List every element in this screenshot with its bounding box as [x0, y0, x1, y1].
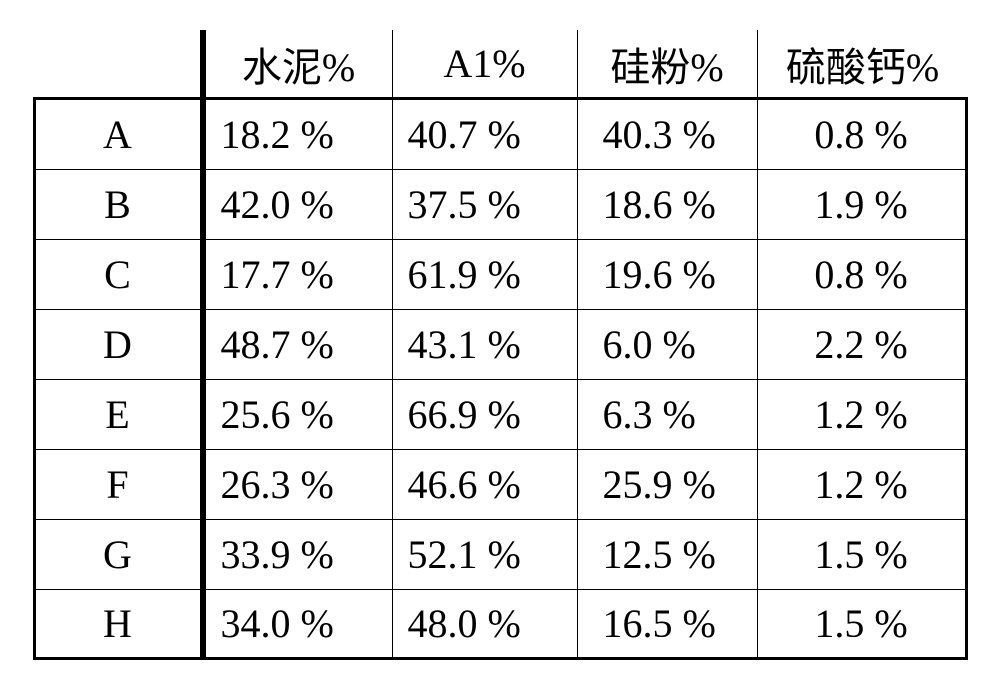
- cell-value: 18.2 %: [203, 100, 393, 170]
- row-label: E: [33, 380, 203, 450]
- cell-value: 12.5 %: [578, 520, 758, 590]
- cell-value: 19.6 %: [578, 240, 758, 310]
- cell-value: 48.0 %: [393, 590, 578, 660]
- cell-value: 0.8 %: [758, 100, 968, 170]
- cell-value: 17.7 %: [203, 240, 393, 310]
- cell-value: 26.3 %: [203, 450, 393, 520]
- cell-value: 48.7 %: [203, 310, 393, 380]
- header-col4: 硫酸钙%: [758, 30, 968, 100]
- table-row: D 48.7 % 43.1 % 6.0 % 2.2 %: [33, 310, 968, 380]
- cell-value: 18.6 %: [578, 170, 758, 240]
- cell-value: 37.5 %: [393, 170, 578, 240]
- table-row: B 42.0 % 37.5 % 18.6 % 1.9 %: [33, 170, 968, 240]
- table-row: C 17.7 % 61.9 % 19.6 % 0.8 %: [33, 240, 968, 310]
- table-row: F 26.3 % 46.6 % 25.9 % 1.2 %: [33, 450, 968, 520]
- cell-value: 40.7 %: [393, 100, 578, 170]
- cell-value: 6.3 %: [578, 380, 758, 450]
- row-label: G: [33, 520, 203, 590]
- table-header-row: 水泥% A1% 硅粉% 硫酸钙%: [33, 30, 968, 100]
- cell-value: 2.2 %: [758, 310, 968, 380]
- cell-value: 1.9 %: [758, 170, 968, 240]
- row-label: D: [33, 310, 203, 380]
- row-label: A: [33, 100, 203, 170]
- header-col3: 硅粉%: [578, 30, 758, 100]
- table-row: G 33.9 % 52.1 % 12.5 % 1.5 %: [33, 520, 968, 590]
- cell-value: 46.6 %: [393, 450, 578, 520]
- cell-value: 61.9 %: [393, 240, 578, 310]
- cell-value: 1.5 %: [758, 590, 968, 660]
- cell-value: 0.8 %: [758, 240, 968, 310]
- cell-value: 66.9 %: [393, 380, 578, 450]
- cell-value: 1.2 %: [758, 450, 968, 520]
- cell-value: 25.9 %: [578, 450, 758, 520]
- table-row: A 18.2 % 40.7 % 40.3 % 0.8 %: [33, 100, 968, 170]
- cell-value: 52.1 %: [393, 520, 578, 590]
- header-col1: 水泥%: [203, 30, 393, 100]
- header-col2: A1%: [393, 30, 578, 100]
- cell-value: 42.0 %: [203, 170, 393, 240]
- cell-value: 34.0 %: [203, 590, 393, 660]
- row-label: H: [33, 590, 203, 660]
- cell-value: 43.1 %: [393, 310, 578, 380]
- row-label: F: [33, 450, 203, 520]
- cell-value: 16.5 %: [578, 590, 758, 660]
- cell-value: 33.9 %: [203, 520, 393, 590]
- header-label-cell: [33, 30, 203, 100]
- row-label: C: [33, 240, 203, 310]
- cell-value: 6.0 %: [578, 310, 758, 380]
- cell-value: 1.2 %: [758, 380, 968, 450]
- cell-value: 1.5 %: [758, 520, 968, 590]
- table-row: H 34.0 % 48.0 % 16.5 % 1.5 %: [33, 590, 968, 660]
- cell-value: 25.6 %: [203, 380, 393, 450]
- cell-value: 40.3 %: [578, 100, 758, 170]
- row-label: B: [33, 170, 203, 240]
- table-row: E 25.6 % 66.9 % 6.3 % 1.2 %: [33, 380, 968, 450]
- data-table: 水泥% A1% 硅粉% 硫酸钙% A 18.2 % 40.7 % 40.3 % …: [33, 30, 968, 660]
